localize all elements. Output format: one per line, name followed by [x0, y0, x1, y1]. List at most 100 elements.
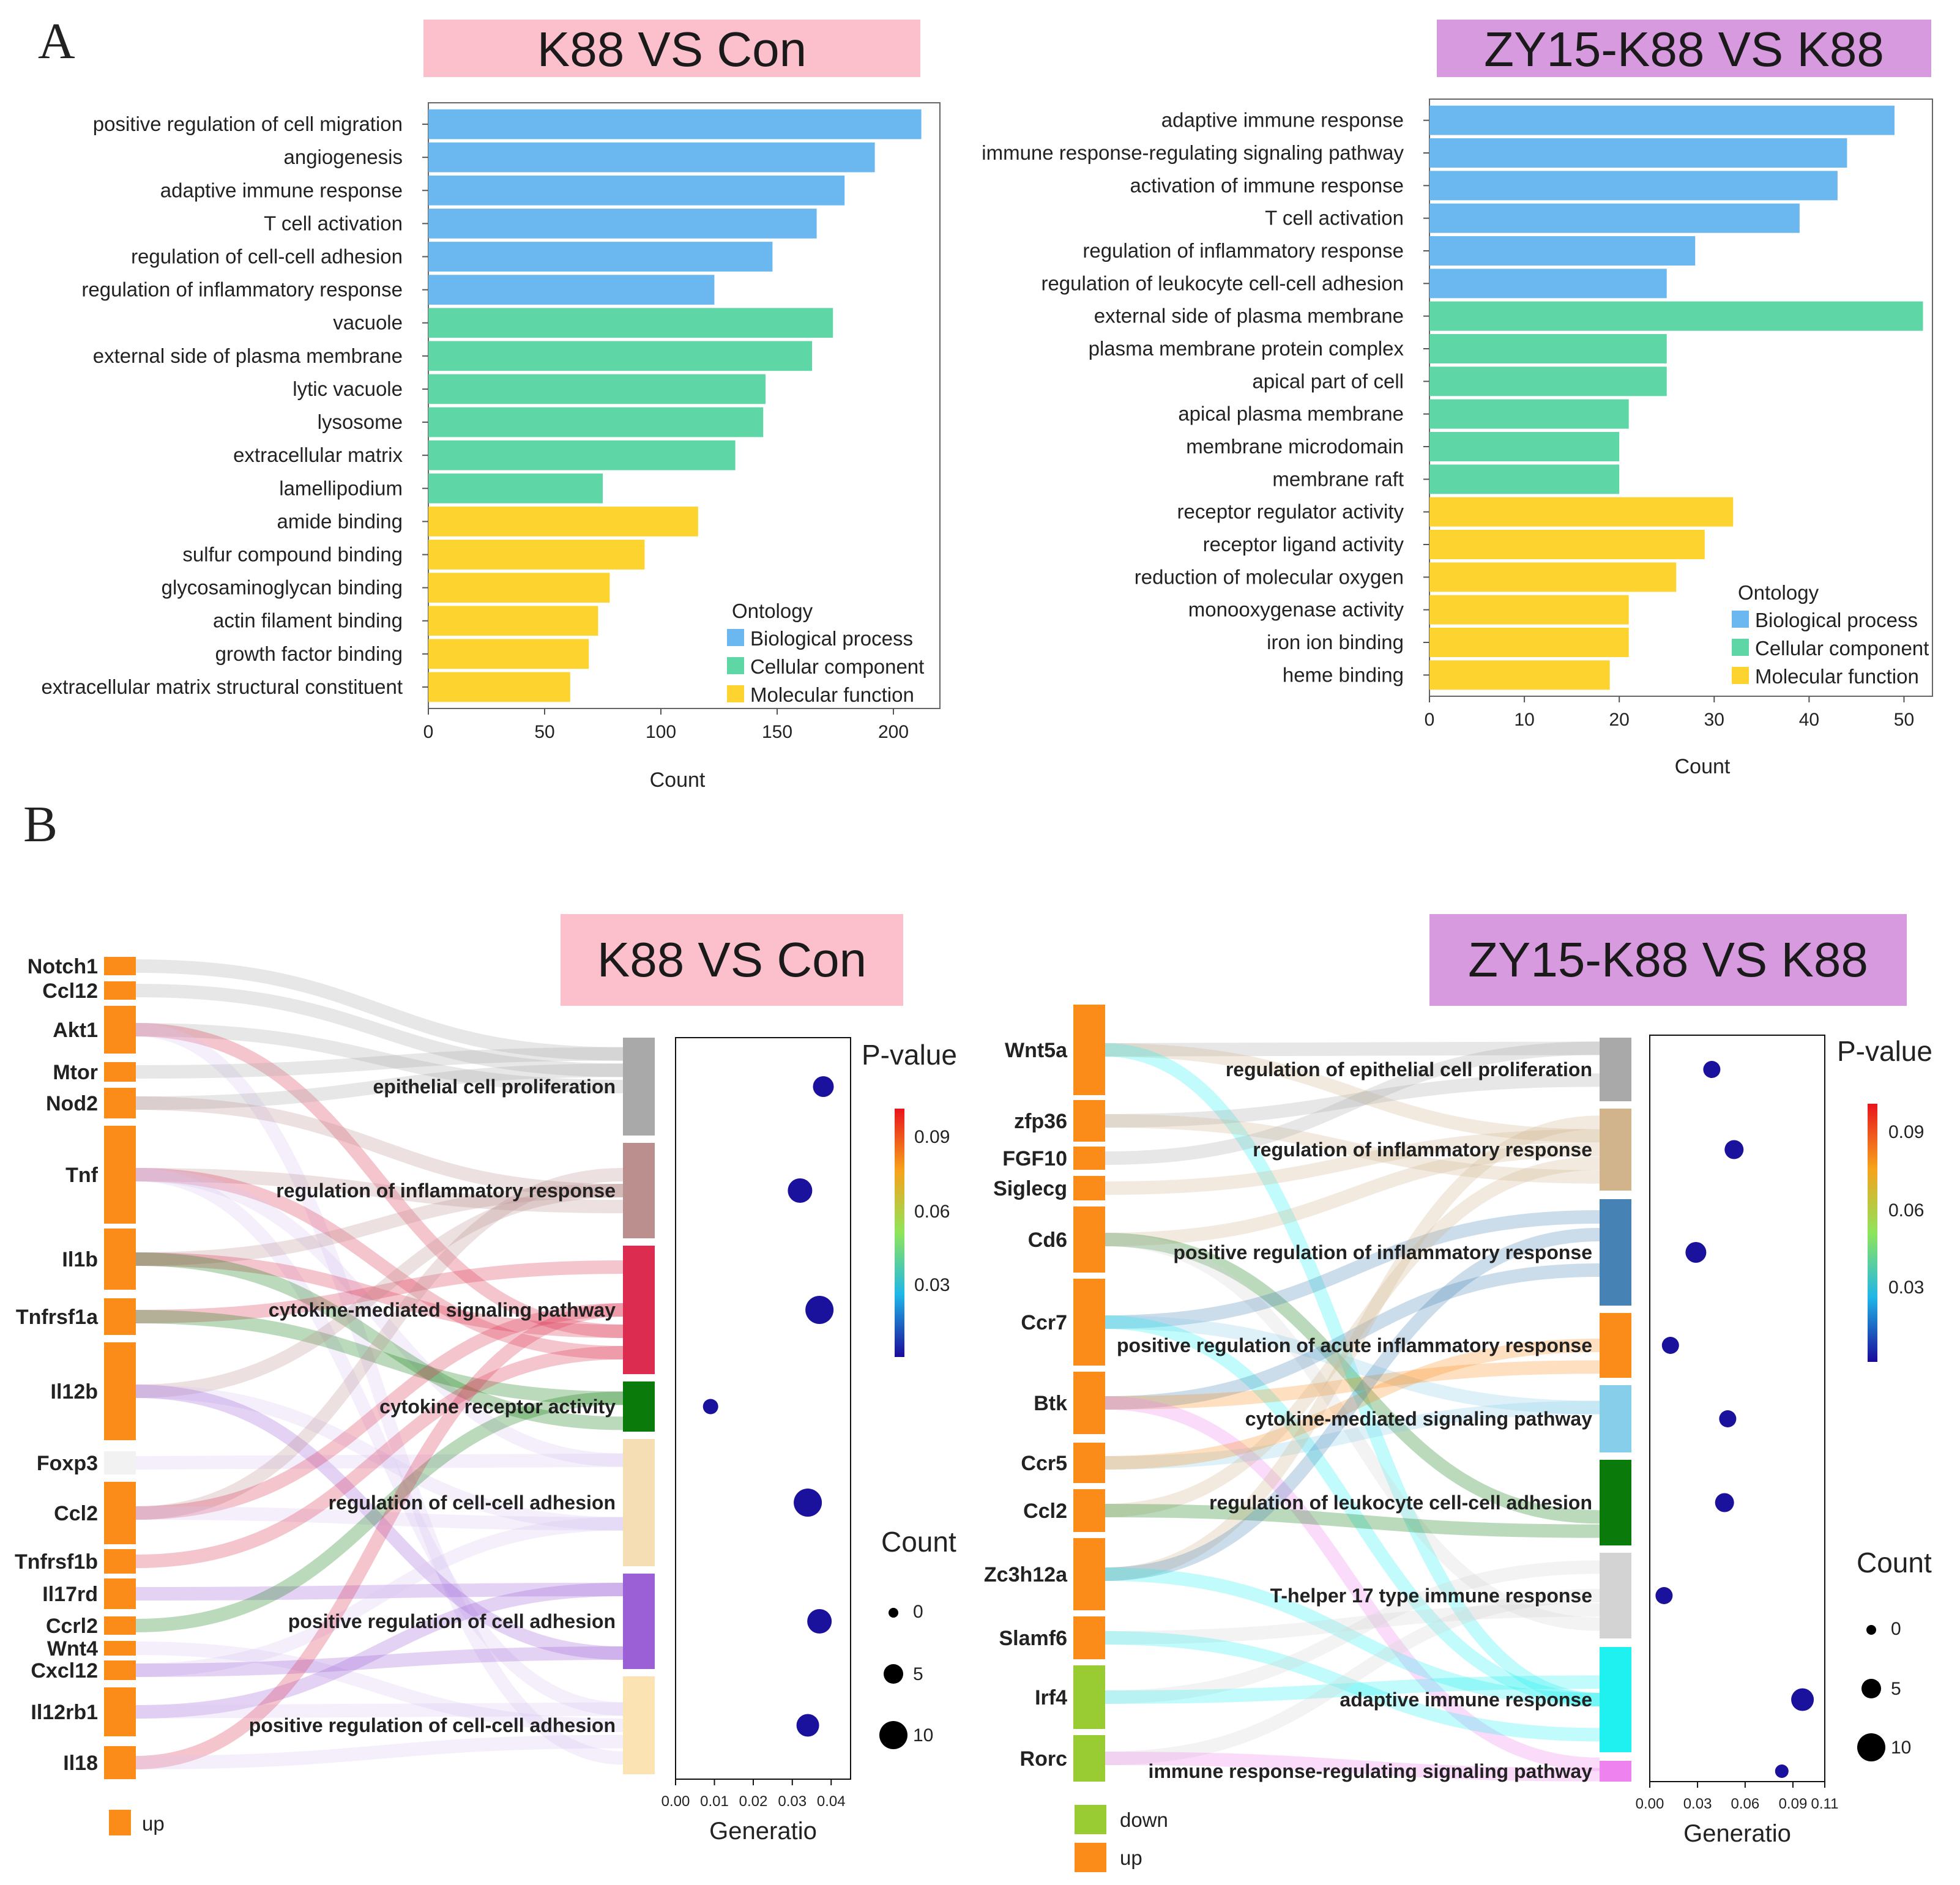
category-label-k88: angiogenesis [284, 146, 403, 168]
gene-label-zy15: Irf4 [1035, 1686, 1067, 1709]
term-label-zy15: regulation of leukocyte cell-cell adhesi… [1209, 1492, 1592, 1514]
sankey-link-k88 [135, 1252, 624, 1338]
sankey-link-zy15 [1105, 1675, 1600, 1704]
gene-label-k88: Akt1 [53, 1019, 98, 1042]
sankey-link-k88 [135, 1385, 624, 1531]
gene-node-k88 [104, 1616, 136, 1635]
sankey-link-zy15 [1105, 1156, 1600, 1517]
bar-k88 [428, 672, 570, 702]
count-legend-dot-k88 [879, 1721, 907, 1749]
x-tick-label-zy15: 0.00 [1636, 1796, 1664, 1812]
count-legend-dot-k88 [889, 1608, 898, 1618]
category-label-zy15: monooxygenase activity [1188, 598, 1404, 621]
gene-node-zy15 [1073, 1206, 1105, 1273]
term-label-zy15: adaptive immune response [1340, 1689, 1592, 1711]
legend-label-bp-zy15: Biological process [1755, 609, 1918, 631]
term-node-zy15 [1600, 1038, 1631, 1101]
sankey-link-k88 [135, 1260, 624, 1323]
gene-label-k88: Notch1 [28, 955, 98, 978]
bar-k88 [428, 308, 833, 338]
sankey-link-k88 [135, 1252, 624, 1430]
gene-node-k88 [104, 957, 136, 975]
gene-label-k88: Mtor [53, 1061, 98, 1084]
legend-label-cc-zy15: Cellular component [1755, 637, 1929, 660]
bar-zy15 [1429, 236, 1696, 266]
legend-label-mf-zy15: Molecular function [1755, 665, 1919, 688]
dot-k88 [702, 1399, 718, 1415]
category-label-zy15: apical plasma membrane [1178, 403, 1404, 425]
x-tick-label-zy15: 0.03 [1683, 1796, 1712, 1812]
chart-title-b-zy15: ZY15-K88 VS K88 [1468, 932, 1868, 987]
go-bar-chart-k88: K88 VS Con positive regulation of cell m… [41, 20, 941, 792]
gene-node-k88 [104, 1229, 136, 1290]
sankey-link-k88 [135, 1583, 624, 1601]
gene-node-zy15 [1073, 1100, 1105, 1142]
category-label-zy15: activation of immune response [1130, 174, 1404, 196]
category-label-zy15: adaptive immune response [1161, 109, 1404, 132]
bar-k88 [428, 242, 773, 272]
category-label-zy15: iron ion binding [1267, 631, 1404, 653]
bar-k88 [428, 440, 736, 470]
x-tick-label-zy15: 50 [1894, 710, 1914, 730]
count-tick-k88: 0 [913, 1602, 923, 1622]
bar-zy15 [1429, 203, 1800, 233]
gene-node-k88 [104, 1641, 136, 1656]
sankey-link-zy15 [1105, 1315, 1600, 1415]
plot-frame-k88 [428, 102, 941, 709]
term-node-zy15 [1600, 1385, 1631, 1452]
pvalue-tick-zy15: 0.03 [1888, 1277, 1924, 1298]
x-tick-label-k88: 0.02 [739, 1793, 768, 1810]
dot-zy15 [1715, 1493, 1734, 1512]
sankey-link-k88 [135, 984, 624, 1077]
reg-label-down-zy15: down [1120, 1809, 1168, 1831]
bar-k88 [428, 507, 698, 537]
sankey-link-zy15 [1105, 1504, 1600, 1538]
gene-label-zy15: Wnt5a [1005, 1039, 1068, 1062]
term-label-k88: regulation of cell-cell adhesion [329, 1492, 616, 1514]
count-legend-title-k88: Count [881, 1526, 956, 1558]
sankey-link-zy15 [1105, 1315, 1600, 1706]
legend-label-cc-k88: Cellular component [750, 655, 924, 678]
bar-zy15 [1429, 138, 1847, 168]
bar-zy15 [1429, 562, 1677, 592]
category-label-zy15: immune response-regulating signaling pat… [982, 141, 1404, 164]
gene-label-k88: Foxp3 [37, 1452, 98, 1475]
bar-zy15 [1429, 595, 1629, 625]
pvalue-colorbar-k88 [895, 1109, 904, 1357]
sankey-link-k88 [135, 1702, 624, 1719]
sankey-link-zy15 [1105, 1752, 1600, 1782]
gene-node-zy15 [1073, 1538, 1105, 1610]
sankey-dot-chart-zy15: ZY15-K88 VS K88 Wnt5a zfp36 FGF10 Siglecg Cd… [984, 914, 1932, 1872]
bar-zy15 [1429, 399, 1629, 429]
pvalue-tick-zy15: 0.09 [1888, 1122, 1924, 1142]
gene-label-zy15: Ccl2 [1023, 1500, 1067, 1523]
sankey-link-zy15 [1105, 1263, 1600, 1410]
term-label-k88: cytokine receptor activity [379, 1396, 616, 1418]
sankey-link-zy15 [1105, 1129, 1600, 1195]
term-node-k88 [623, 1676, 655, 1774]
reg-legend-zy15: down up [1075, 1805, 1168, 1872]
x-tick-label-k88: 50 [534, 722, 554, 742]
gene-node-zy15 [1073, 1616, 1105, 1659]
pvalue-legend-k88: P-value 0.09 0.06 0.03 [862, 1039, 957, 1357]
sankey-link-zy15 [1105, 1233, 1600, 1631]
sankey-link-zy15 [1105, 1631, 1600, 1742]
category-label-k88: T cell activation [264, 212, 403, 234]
sankey-link-k88 [135, 1303, 624, 1520]
sankey-link-k88 [135, 1063, 624, 1110]
gene-label-zy15: Ccr7 [1021, 1311, 1067, 1334]
category-label-k88: extracellular matrix [233, 444, 403, 466]
gene-node-zy15 [1073, 1147, 1105, 1170]
x-axis-title-k88: Generatio [709, 1818, 817, 1845]
x-tick-label-zy15: 0.11 [1811, 1796, 1839, 1812]
dot-k88 [813, 1076, 834, 1097]
x-tick-label-zy15: 0.09 [1779, 1796, 1808, 1812]
category-label-k88: extracellular matrix structural constitu… [41, 675, 403, 698]
title-box-zy15 [1437, 20, 1931, 77]
pvalue-legend-title-zy15: P-value [1837, 1035, 1932, 1067]
bar-k88 [428, 473, 603, 504]
gene-node-k88 [104, 1578, 136, 1609]
gene-label-zy15: Slamf6 [999, 1627, 1068, 1650]
